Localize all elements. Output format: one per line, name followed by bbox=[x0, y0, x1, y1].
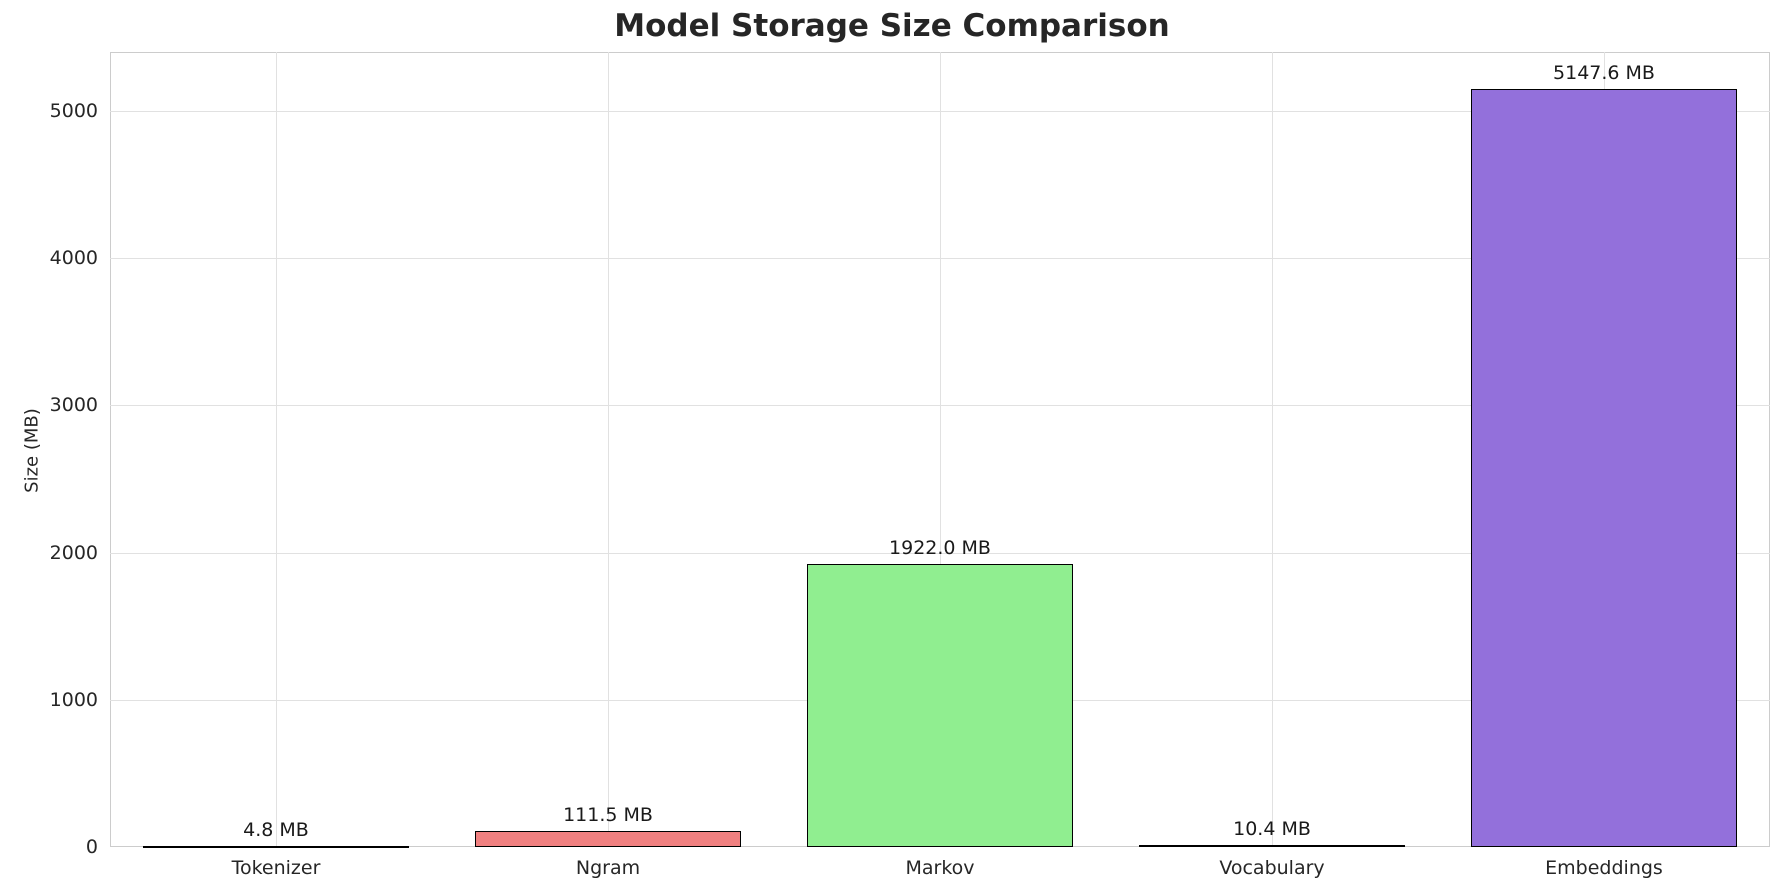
x-tick-label: Markov bbox=[905, 857, 975, 879]
bar-ngram bbox=[475, 830, 741, 847]
x-tick-label: Ngram bbox=[575, 857, 641, 879]
y-tick-label: 1000 bbox=[49, 688, 98, 711]
bar-value-label: 4.8 MB bbox=[243, 819, 309, 841]
x-tick-label: Vocabulary bbox=[1219, 857, 1325, 879]
y-tick-label: 2000 bbox=[49, 541, 98, 564]
bar-value-label: 10.4 MB bbox=[1233, 818, 1311, 841]
bar-value-label: 111.5 MB bbox=[563, 803, 653, 826]
bar-embeddings bbox=[1471, 89, 1737, 847]
y-tick-label: 4000 bbox=[49, 247, 98, 270]
y-tick-label: 0 bbox=[85, 836, 98, 858]
y-tick-label: 3000 bbox=[49, 394, 98, 417]
bar-vocabulary bbox=[1139, 845, 1405, 848]
x-tick-label: Embeddings bbox=[1545, 857, 1663, 879]
v-gridline bbox=[276, 52, 277, 847]
bar-value-label: 1922.0 MB bbox=[889, 537, 991, 560]
v-gridline bbox=[608, 52, 609, 847]
bar-tokenizer bbox=[143, 846, 409, 848]
chart-title: Model Storage Size Comparison bbox=[614, 8, 1170, 44]
bar-value-label: 5147.6 MB bbox=[1553, 62, 1655, 85]
v-gridline bbox=[1272, 52, 1273, 847]
bar-markov bbox=[807, 564, 1073, 847]
y-tick-label: 5000 bbox=[49, 99, 98, 122]
v-gridline bbox=[940, 52, 941, 847]
x-tick-label: Tokenizer bbox=[231, 857, 321, 879]
